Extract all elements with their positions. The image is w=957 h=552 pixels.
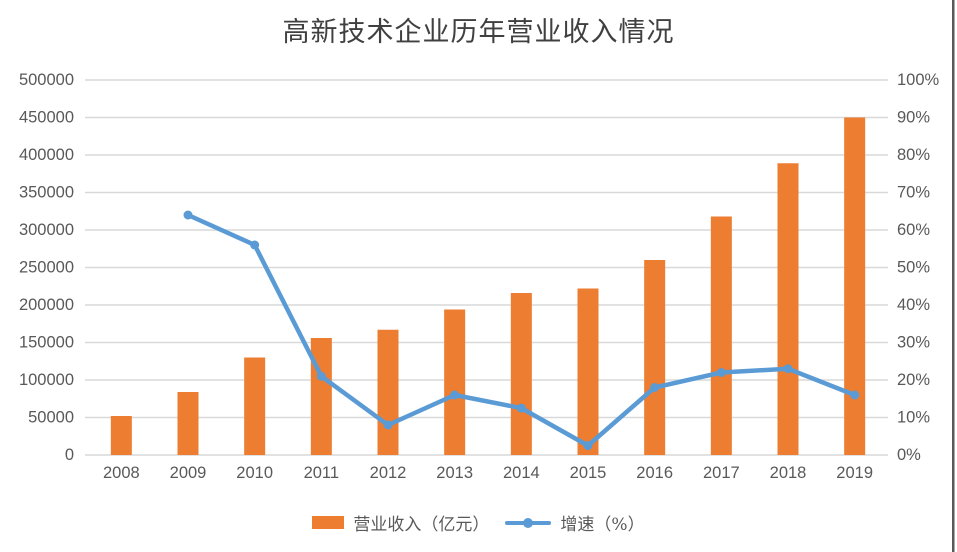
y-axis-left-tick-label: 350000 (19, 184, 74, 202)
x-axis-label-2017: 2017 (703, 464, 740, 482)
y-axis-left-tick-label: 50000 (28, 409, 74, 427)
x-axis-label-2015: 2015 (570, 464, 607, 482)
x-axis-label-2008: 2008 (103, 464, 140, 482)
revenue-bar-2010 (244, 357, 266, 455)
y-axis-left-tick-label: 200000 (19, 296, 74, 314)
growth-point (250, 240, 260, 250)
growth-point (450, 390, 460, 400)
y-axis-right-tick-label: 70% (897, 184, 930, 202)
revenue-bar-2018 (777, 163, 799, 455)
legend-label-revenue: 营业收入（亿元） (353, 515, 490, 535)
revenue-bar-2013 (444, 309, 466, 455)
y-axis-right-tick-label: 90% (897, 109, 930, 127)
revenue-bar-2011 (310, 338, 332, 455)
x-axis-label-2013: 2013 (436, 464, 473, 482)
legend-item-revenue: 营业收入（亿元） (312, 510, 489, 535)
y-axis-right-tick-label: 20% (897, 371, 930, 389)
y-axis-left-tick-label: 450000 (19, 109, 74, 127)
x-axis-label-2018: 2018 (770, 464, 807, 482)
y-axis-left-tick-label: 150000 (19, 334, 74, 352)
growth-point (650, 383, 660, 392)
y-axis-left-tick-label: 300000 (19, 221, 74, 239)
growth-point (850, 390, 860, 400)
legend-item-growth: 增速（%） (505, 510, 645, 535)
line-swatch-dot (523, 517, 534, 528)
x-axis-label-2014: 2014 (503, 464, 540, 482)
revenue-bar-2017 (710, 216, 732, 455)
y-axis-left-tick-label: 250000 (19, 259, 74, 277)
growth-point (516, 403, 526, 413)
y-axis-right-tick-label: 50% (897, 259, 930, 277)
line-swatch-icon (505, 516, 552, 530)
growth-point (383, 420, 393, 430)
revenue-bar-2012 (377, 329, 399, 455)
revenue-bar-2019 (844, 117, 866, 455)
y-axis-right-tick-label: 80% (897, 146, 930, 164)
y-axis-right-tick-label: 30% (897, 334, 930, 352)
revenue-bar-2016 (644, 260, 666, 455)
revenue-bar-2008 (110, 416, 132, 455)
revenue-bar-2015 (577, 288, 599, 455)
x-axis-label-2009: 2009 (170, 464, 207, 482)
chart-title: 高新技术企业历年营业收入情况 (282, 17, 675, 48)
legend-label-growth: 增速（%） (560, 515, 645, 535)
bar-swatch-icon (312, 516, 345, 529)
y-axis-left-tick-label: 400000 (19, 146, 74, 164)
x-axis-label-2016: 2016 (636, 464, 673, 482)
y-axis-left-tick-label: 100000 (19, 371, 74, 389)
revenue-bar-2014 (510, 293, 532, 455)
y-axis-right-tick-label: 40% (897, 296, 930, 314)
x-axis-label-2010: 2010 (236, 464, 273, 482)
y-axis-right-tick-label: 60% (897, 221, 930, 239)
y-axis-left-tick-label: 500000 (19, 71, 74, 89)
y-axis-left-tick-label: 0 (65, 446, 74, 464)
revenue-bar-2009 (177, 392, 199, 455)
x-axis-label-2012: 2012 (370, 464, 407, 482)
growth-point (316, 371, 326, 381)
growth-point (716, 368, 726, 377)
growth-point (583, 441, 593, 451)
growth-point (783, 364, 793, 374)
y-axis-right-tick-label: 0% (897, 446, 921, 464)
growth-point (183, 210, 193, 220)
x-axis-label-2011: 2011 (304, 464, 339, 482)
y-axis-right-tick-label: 100% (897, 71, 940, 89)
y-axis-right-tick-label: 10% (897, 409, 930, 427)
legend: 营业收入（亿元） 增速（%） (0, 510, 957, 535)
window-edge-line (952, 0, 955, 552)
x-axis-label-2019: 2019 (836, 464, 873, 482)
